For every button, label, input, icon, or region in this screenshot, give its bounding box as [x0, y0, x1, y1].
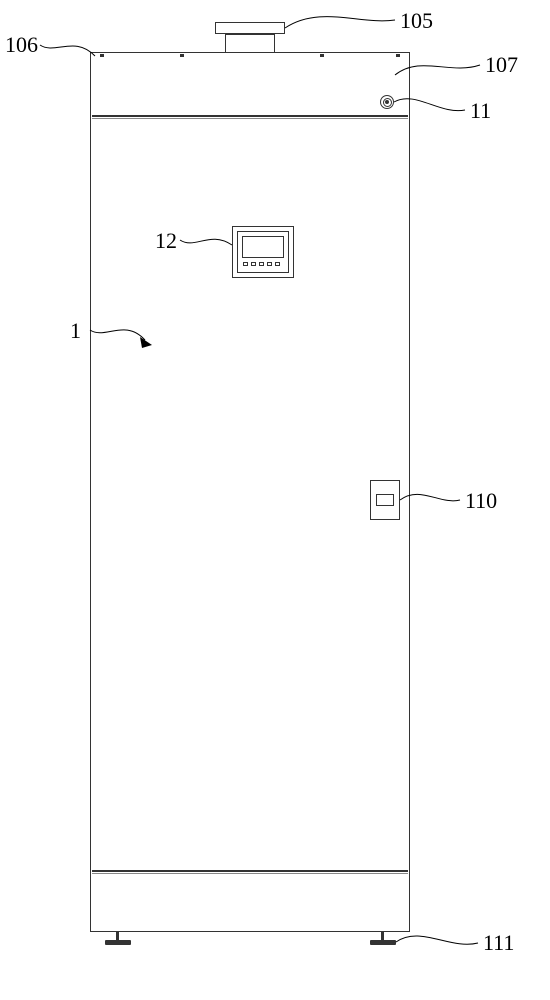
- label-11: 11: [470, 98, 491, 124]
- label-111: 111: [483, 930, 514, 956]
- label-12: 12: [155, 228, 177, 254]
- label-105: 105: [400, 8, 433, 34]
- label-1: 1: [70, 318, 81, 344]
- label-110: 110: [465, 488, 497, 514]
- label-106: 106: [5, 32, 38, 58]
- label-107: 107: [485, 52, 518, 78]
- diagram-canvas: 105 106 107 11 12 1 110 111: [0, 0, 550, 1000]
